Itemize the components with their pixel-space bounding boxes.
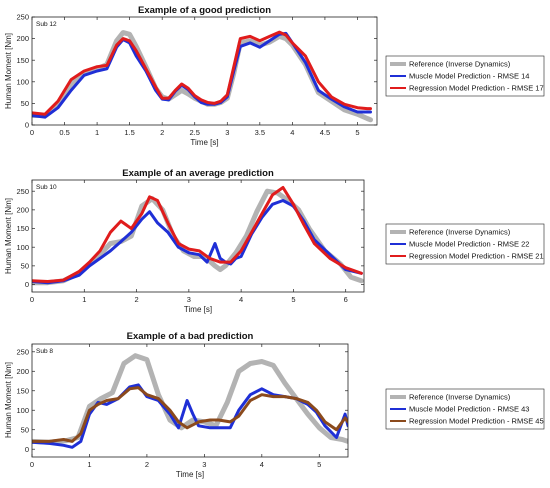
legend-box <box>385 388 545 430</box>
x-tick-label: 5 <box>355 128 359 137</box>
axes-box <box>31 16 378 126</box>
legend-label-1: Reference (Inverse Dynamics) <box>409 228 511 237</box>
legend-label-3: Regression Model Prediction - RMSE 21 <box>409 252 544 261</box>
x-tick-label: 0 <box>30 295 34 304</box>
axes-box <box>31 179 365 293</box>
y-tick-label: 150 <box>16 386 29 395</box>
x-tick-label: 3 <box>202 460 206 469</box>
legend: Reference (Inverse Dynamics) Muscle Model… <box>385 223 545 265</box>
y-tick-label: 0 <box>25 121 29 130</box>
y-axis-label: Human Moment [Nm] <box>4 362 13 438</box>
x-axis-label: Time [s] <box>176 470 204 479</box>
legend-label-2: Muscle Model Prediction - RMSE 14 <box>409 72 529 81</box>
x-tick-label: 1 <box>82 295 86 304</box>
y-tick-label: 50 <box>21 99 29 108</box>
x-axis-label: Time [s] <box>184 305 212 314</box>
chart-panel-1: Example of a good prediction Sub 12 0 0.5 1 1… <box>4 5 545 147</box>
y-axis-label: Human Moment [Nm] <box>4 198 13 274</box>
legend-box <box>385 55 545 97</box>
y-tick-label: 200 <box>16 367 29 376</box>
legend-label-2: Muscle Model Prediction - RMSE 43 <box>409 405 529 414</box>
subject-label: Sub 10 <box>36 184 57 191</box>
x-tick-label: 2 <box>160 128 164 137</box>
x-tick-label: 5 <box>291 295 295 304</box>
x-tick-label: 5 <box>317 460 321 469</box>
series-line-1 <box>32 188 364 286</box>
series-line-2 <box>32 199 363 285</box>
series-group <box>32 30 373 123</box>
y-tick-label: 100 <box>16 406 29 415</box>
legend-label-1: Reference (Inverse Dynamics) <box>409 393 511 402</box>
x-tick-label: 3.5 <box>255 128 265 137</box>
y-axis-label: Human Moment [Nm] <box>4 33 13 109</box>
series-line-3 <box>32 30 372 116</box>
y-tick-label: 250 <box>16 13 29 22</box>
y-tick-label: 0 <box>25 445 29 454</box>
x-tick-label: 0 <box>30 128 34 137</box>
x-tick-label: 4 <box>290 128 294 137</box>
x-tick-label: 6 <box>344 295 348 304</box>
x-tick-label: 2 <box>134 295 138 304</box>
x-tick-label: 3 <box>225 128 229 137</box>
legend-label-3: Regression Model Prediction - RMSE 45 <box>409 417 544 426</box>
series-group <box>32 353 348 449</box>
legend-label-1: Reference (Inverse Dynamics) <box>409 60 511 69</box>
y-tick-label: 100 <box>16 243 29 252</box>
y-tick-label: 150 <box>16 224 29 233</box>
chart-panel-2: Example of an average prediction Sub 10 0 1… <box>4 168 545 314</box>
chart-title: Example of a good prediction <box>138 5 271 16</box>
y-tick-label: 0 <box>25 280 29 289</box>
subject-label: Sub 8 <box>36 348 53 355</box>
series-group <box>32 186 364 286</box>
y-tick-label: 50 <box>21 261 29 270</box>
x-tick-label: 4 <box>239 295 243 304</box>
subject-label: Sub 12 <box>36 21 57 28</box>
chart-title: Example of a bad prediction <box>127 331 254 342</box>
x-tick-label: 4.5 <box>320 128 330 137</box>
legend-label-2: Muscle Model Prediction - RMSE 22 <box>409 240 529 249</box>
legend: Reference (Inverse Dynamics) Muscle Model… <box>385 55 545 97</box>
x-tick-label: 2 <box>145 460 149 469</box>
x-tick-label: 4 <box>260 460 264 469</box>
legend-box <box>385 223 545 265</box>
series-line-2 <box>32 31 372 119</box>
x-tick-label: 0.5 <box>59 128 69 137</box>
legend: Reference (Inverse Dynamics) Muscle Model… <box>385 388 545 430</box>
legend-label-3: Regression Model Prediction - RMSE 17 <box>409 84 544 93</box>
x-tick-label: 3 <box>187 295 191 304</box>
y-tick-label: 200 <box>16 34 29 43</box>
y-tick-label: 200 <box>16 205 29 214</box>
series-line-3 <box>32 386 348 443</box>
x-tick-label: 1 <box>87 460 91 469</box>
y-tick-label: 150 <box>16 56 29 65</box>
y-tick-label: 100 <box>16 77 29 86</box>
y-tick-label: 250 <box>16 347 29 356</box>
chart-title: Example of an average prediction <box>122 168 274 179</box>
y-tick-label: 50 <box>21 425 29 434</box>
series-line-3 <box>32 186 363 283</box>
x-tick-label: 1.5 <box>124 128 134 137</box>
axes-box <box>31 343 349 458</box>
y-tick-label: 250 <box>16 187 29 196</box>
x-tick-label: 1 <box>95 128 99 137</box>
x-tick-label: 0 <box>30 460 34 469</box>
x-tick-label: 2.5 <box>190 128 200 137</box>
x-axis-label: Time [s] <box>190 138 218 147</box>
